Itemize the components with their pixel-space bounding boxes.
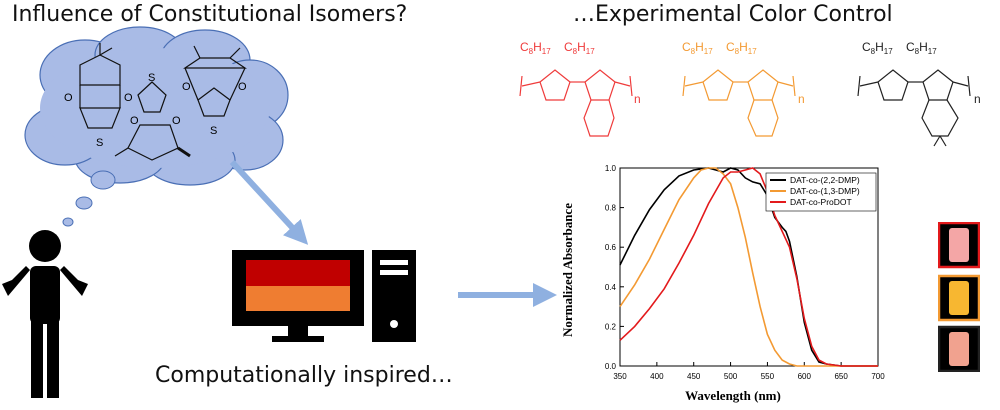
polymer-3-substituent-right: C8H17 (906, 40, 937, 56)
vial-photos (938, 222, 980, 372)
x-tick-label: 500 (724, 372, 738, 381)
x-tick-label: 450 (687, 372, 701, 381)
monomer-structure-3 (183, 45, 247, 117)
absorbance-chart: 350 400 450 500 550 600 650 700 0.0 0.2 0.4 0.6 0.8 1… (560, 164, 885, 403)
atom-o-4: O (172, 115, 181, 127)
polymer-structure-prodot (519, 69, 633, 137)
polymer-2-repeat-n: n (798, 92, 805, 106)
atom-s-1: S (96, 137, 103, 149)
chart-y-axis-label: Normalized Absorbance (560, 203, 575, 337)
y-tick-label: 0.0 (605, 362, 617, 371)
left-heading: Influence of Constitutional Isomers? (12, 2, 408, 27)
atom-s-3: S (210, 125, 217, 137)
polymer-structures (519, 69, 971, 147)
thought-bubble-medium (75, 196, 93, 210)
thought-bubble-small (62, 217, 74, 227)
x-tick-label: 650 (834, 372, 848, 381)
polymer-1-substituent-left: C8H17 (520, 40, 551, 56)
series-line-2 (619, 167, 878, 367)
thought-bubble-large (90, 170, 116, 190)
polymer-2-substituent-left: C8H17 (682, 40, 713, 56)
atom-o-2: O (124, 92, 133, 104)
polymer-2-substituent-right: C8H17 (726, 40, 757, 56)
y-tick-label: 0.8 (605, 204, 617, 213)
legend-label-0: DAT-co-(2,2-DMP) (790, 175, 860, 185)
polymer-3-substituent-left: C8H17 (862, 40, 893, 56)
y-tick-label: 1.0 (605, 164, 617, 173)
right-heading: …Experimental Color Control (573, 2, 893, 27)
x-tick-label: 600 (798, 372, 812, 381)
chart-x-axis-label: Wavelength (nm) (685, 388, 781, 403)
polymer-3-repeat-n: n (974, 92, 981, 106)
cloud-to-computer-arrow (229, 159, 309, 245)
atom-o-6: O (238, 81, 247, 93)
computer-icon (232, 250, 416, 342)
y-tick-label: 0.6 (605, 243, 617, 252)
x-tick-label: 550 (761, 372, 775, 381)
polymer-structure-13dmp (682, 69, 796, 137)
atom-o-5: O (182, 81, 191, 93)
y-tick-label: 0.2 (605, 322, 617, 331)
series-line-1 (619, 167, 878, 367)
atom-o-3: O (130, 115, 139, 127)
polymer-structure-22dmp (857, 69, 971, 147)
chart-legend: DAT-co-(2,2-DMP)DAT-co-(1,3-DMP)DAT-co-P… (765, 172, 877, 212)
atom-s-2: S (148, 72, 155, 84)
legend-label-2: DAT-co-ProDOT (790, 197, 852, 207)
monitor-screen-bottom (246, 286, 350, 311)
monitor-screen-top (246, 260, 350, 286)
monomer-structure-1 (79, 43, 121, 129)
polymer-1-repeat-n: n (634, 92, 641, 106)
series-line-0 (619, 167, 878, 367)
monomer-structure-2 (114, 81, 191, 161)
bottom-heading: Computationally inspired… (155, 363, 453, 388)
polymer-1-substituent-right: C8H17 (564, 40, 595, 56)
y-tick-label: 0.4 (605, 283, 617, 292)
x-tick-label: 350 (613, 372, 627, 381)
x-tick-label: 400 (650, 372, 664, 381)
atom-o-1: O (64, 92, 73, 104)
x-tick-label: 700 (871, 372, 885, 381)
legend-label-1: DAT-co-(1,3-DMP) (790, 186, 860, 196)
thought-cloud: O O S S O O O O S (24, 26, 289, 227)
thinking-person-icon (2, 230, 88, 398)
plot-frame (619, 167, 879, 367)
